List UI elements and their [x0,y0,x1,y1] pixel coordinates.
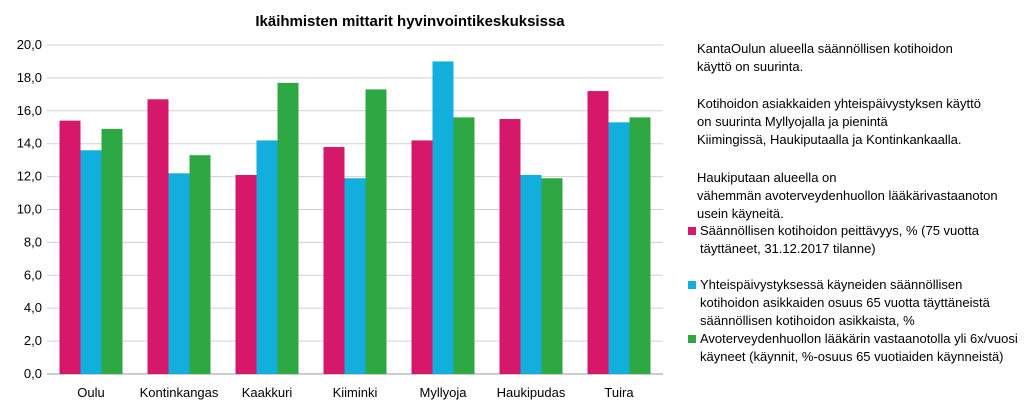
legend-swatch [688,227,696,235]
bar-kiiminki-series-3 [365,89,387,374]
bar-kiiminki-series-1 [323,146,345,374]
y-tick-label: 14,0 [17,136,42,151]
bar-myllyoja-series-3 [453,117,475,374]
y-tick-label: 18,0 [17,70,42,85]
bar-oulu-series-1 [59,120,81,374]
legend-item-laakarikaynnit: Avoterveydenhuollon lääkärin vastaanotol… [688,330,1018,390]
bar-oulu-series-3 [101,128,123,374]
chart-title: Ikäihmisten mittarit hyvinvointikeskuksi… [255,13,565,30]
x-tick-label: Oulu [77,385,104,400]
bar-kaakkuri-series-3 [277,82,299,375]
description-haukipudas: Haukiputaan alueella on vähemmän avoterv… [697,170,998,221]
legend-item-kotihoidon-peittavyys: Säännöllisen kotihoidon peittävyys, % (7… [688,222,1018,262]
bar-haukipudas-series-2 [520,174,542,374]
x-tick-label: Haukipudas [497,385,566,400]
bar-kaakkuri-series-1 [235,174,257,374]
description-kantaoulu: KantaOulun alueella säännöllisen kotihoi… [697,41,953,74]
legend-item-yhteispaivystys: Yhteispäivystyksessä käyneiden säännölli… [688,276,1018,336]
bar-tuira-series-3 [629,117,651,374]
y-tick-label: 0,0 [24,366,42,381]
x-axis-ticks: Oulu Kontinkangas Kaakkuri Kiiminki Myllyoja… [77,385,634,400]
x-tick-label: Kiiminki [333,385,378,400]
bar-myllyoja-series-1 [411,140,433,374]
y-tick-label: 4,0 [24,300,42,315]
bar-tuira-series-2 [608,122,630,374]
x-tick-label: Kaakkuri [242,385,293,400]
bar-myllyoja-series-2 [432,61,454,374]
y-tick-label: 2,0 [24,333,42,348]
bar-chart: Ikäihmisten mittarit hyvinvointikeskuksi… [17,13,663,400]
x-tick-label: Myllyoja [420,385,468,400]
y-tick-label: 10,0 [17,202,42,217]
bar-haukipudas-series-3 [541,178,563,374]
y-axis-ticks: 0,0 2,0 4,0 6,0 8,0 10,0 12,0 14,0 16,0 18,0 20,0 [17,37,42,381]
legend-label: Säännöllisen kotihoidon peittävyys, % (7… [700,223,979,256]
legend-label: Avoterveydenhuollon lääkärin vastaanotol… [700,331,1018,364]
description-yhteispaivystys: Kotihoidon asiakkaiden yhteispäivystykse… [697,96,981,147]
bars [59,61,651,375]
y-tick-label: 16,0 [17,103,42,118]
bar-oulu-series-2 [80,150,102,374]
legend-label: Yhteispäivystyksessä käyneiden säännölli… [700,277,990,328]
bar-kiiminki-series-2 [344,178,366,374]
bar-tuira-series-1 [587,91,609,374]
y-tick-label: 20,0 [17,37,42,52]
bar-kontinkangas-series-3 [189,155,211,374]
y-tick-label: 12,0 [17,169,42,184]
y-tick-label: 8,0 [24,234,42,249]
y-tick-label: 6,0 [24,267,42,282]
bar-kontinkangas-series-2 [168,173,190,374]
legend-swatch [688,281,696,289]
x-tick-label: Tuira [604,385,634,400]
bar-haukipudas-series-1 [499,119,521,375]
x-tick-label: Kontinkangas [140,385,219,400]
bar-kaakkuri-series-2 [256,140,278,374]
legend-swatch [688,335,696,343]
bar-kontinkangas-series-1 [147,99,169,374]
